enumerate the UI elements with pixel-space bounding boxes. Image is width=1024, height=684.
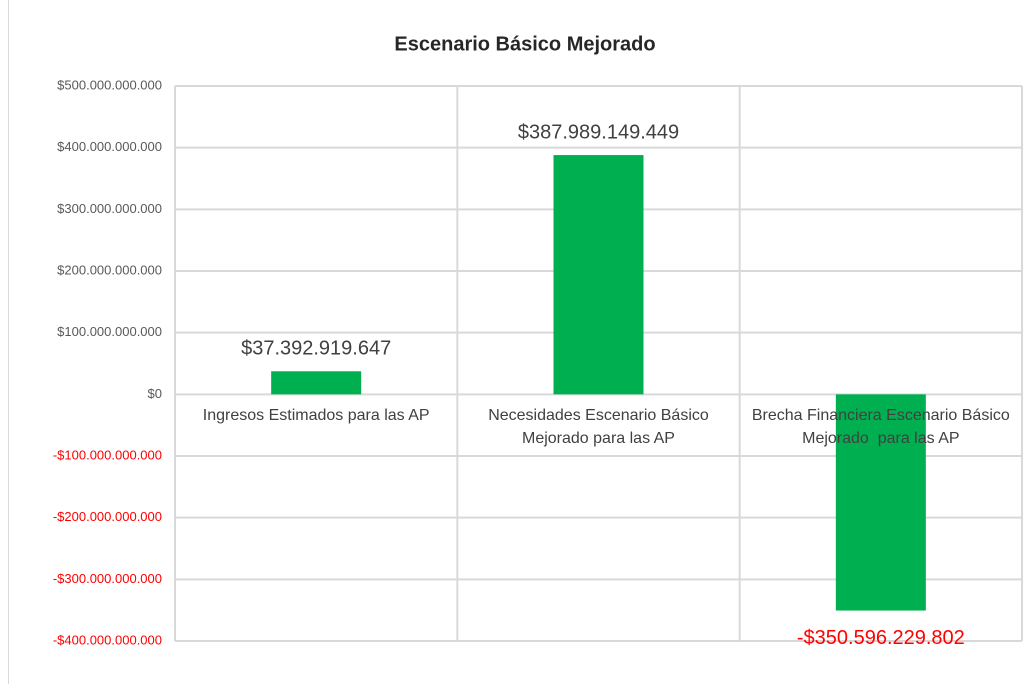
bar [835, 394, 926, 611]
y-tick-label: $500.000.000.000 [57, 77, 162, 92]
bar [271, 371, 362, 395]
data-label: -$350.596.229.802 [797, 627, 965, 649]
x-tick-label: Ingresos Estimados para las AP [202, 407, 430, 425]
data-label: $387.989.149.449 [518, 121, 679, 143]
x-tick-label: Brecha Financiera Escenario Básico Mejor… [751, 407, 1015, 448]
chart-title: Escenario Básico Mejorado [394, 33, 655, 55]
y-tick-label: $300.000.000.000 [57, 201, 162, 216]
y-tick-label: $200.000.000.000 [57, 262, 162, 277]
y-tick-label: $0 [148, 386, 162, 401]
x-tick-label: Necesidades Escenario Básico Mejorado pa… [488, 407, 714, 448]
y-tick-label: -$200.000.000.000 [53, 509, 162, 524]
y-tick-label: -$300.000.000.000 [53, 571, 162, 586]
y-tick-label: $100.000.000.000 [57, 324, 162, 339]
bar [553, 155, 644, 395]
y-tick-label: -$400.000.000.000 [53, 632, 162, 647]
y-tick-label: -$100.000.000.000 [53, 447, 162, 462]
y-tick-label: $400.000.000.000 [57, 139, 162, 154]
data-label: $37.392.919.647 [241, 338, 391, 360]
